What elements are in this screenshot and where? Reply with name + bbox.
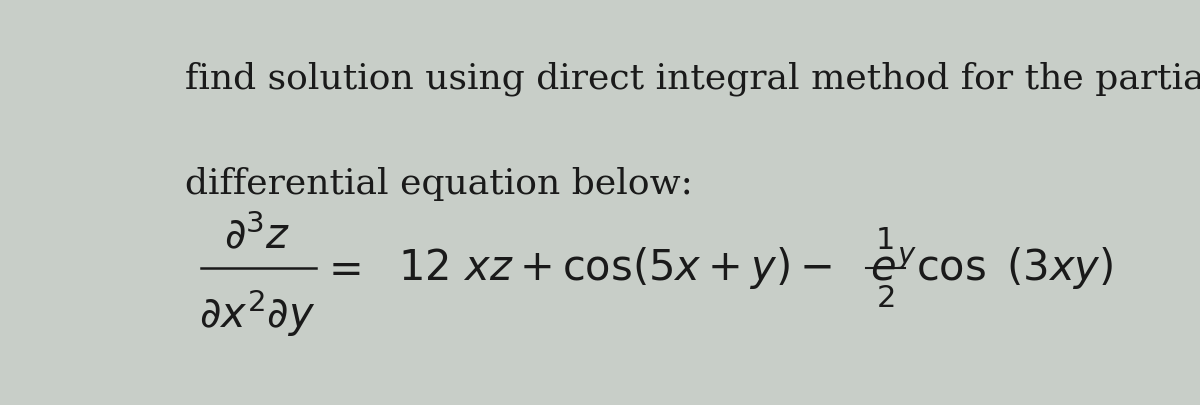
Text: find solution using direct integral method for the partial: find solution using direct integral meth… (185, 61, 1200, 96)
Text: $\partial x^2 \partial y$: $\partial x^2 \partial y$ (199, 288, 316, 339)
Text: $\partial^3 z$: $\partial^3 z$ (224, 214, 290, 257)
Text: differential equation below:: differential equation below: (185, 167, 694, 201)
Text: $e^y \cos\ (3xy)$: $e^y \cos\ (3xy)$ (870, 245, 1114, 292)
Text: $12\ xz + \cos(5x + y) -$: $12\ xz + \cos(5x + y) -$ (398, 245, 832, 292)
Text: $=$: $=$ (320, 247, 361, 290)
Text: $2$: $2$ (876, 284, 894, 313)
Text: $1$: $1$ (876, 226, 894, 255)
